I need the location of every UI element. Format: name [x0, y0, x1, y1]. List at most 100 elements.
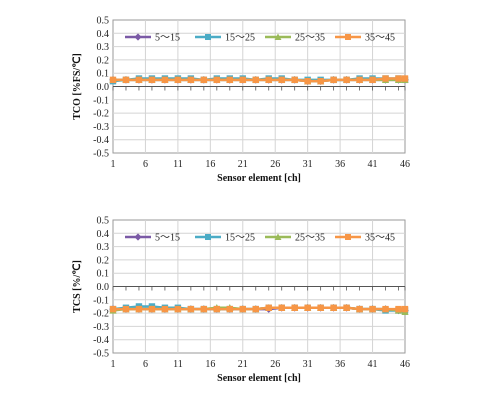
legend-label: 35～45 [365, 33, 395, 44]
series-4-point [317, 304, 324, 311]
legend-swatch-marker [345, 234, 351, 240]
legend-swatch-marker [134, 233, 142, 241]
x-tick-label: 41 [368, 159, 378, 170]
x-tick-label: 26 [270, 159, 280, 170]
x-tick-label: 46 [400, 359, 410, 370]
legend-label: 15～25 [225, 33, 255, 44]
series-4-point [401, 75, 409, 82]
series-4-point [161, 305, 169, 313]
series-4-point [135, 76, 143, 84]
series-4-point [200, 305, 208, 313]
series-4-point [382, 305, 389, 313]
series-4-point [343, 76, 350, 84]
series-4-point [356, 76, 363, 84]
y-tick-label: -0.1 [93, 295, 109, 306]
y-tick-label: -0.2 [93, 309, 109, 320]
series-4-point [148, 76, 156, 84]
series-4-point [317, 77, 324, 85]
series-4-point [330, 76, 337, 84]
series-4-point [135, 305, 143, 313]
legend-label: 25～35 [295, 233, 325, 244]
x-tick-label: 6 [143, 359, 148, 370]
y-tick-label: 0.5 [97, 216, 110, 227]
series-4-point [213, 305, 221, 313]
x-tick-label: 26 [270, 359, 280, 370]
series-4-point [239, 76, 246, 84]
series-4-point [187, 305, 195, 313]
x-tick-label: 36 [335, 359, 345, 370]
series-4-point [226, 76, 233, 84]
x-tick-label: 1 [111, 359, 116, 370]
series-4-point [122, 305, 130, 313]
y-tick-label: 0.0 [97, 82, 110, 93]
legend-label: 5～15 [155, 33, 180, 44]
series-4-point [226, 305, 233, 313]
legend-swatch-marker [274, 33, 282, 40]
x-tick-label: 31 [303, 359, 313, 370]
series-4-point [109, 305, 117, 313]
x-tick-label: 31 [303, 159, 313, 170]
x-tick-label: 6 [143, 159, 148, 170]
x-tick-label: 11 [173, 359, 183, 370]
y-axis-title: TCO [%FS/℃] [72, 53, 83, 120]
x-tick-label: 1 [111, 159, 116, 170]
y-tick-label: -0.3 [93, 322, 109, 333]
y-tick-label: 0.3 [97, 42, 110, 53]
y-tick-label: -0.3 [93, 122, 109, 133]
series-4-point [252, 305, 259, 313]
x-tick-label: 46 [400, 159, 410, 170]
series-4-point [239, 305, 246, 313]
series-4-point [187, 76, 195, 84]
series-4-point [174, 76, 182, 84]
y-tick-label: -0.2 [93, 109, 109, 120]
series-4-point [291, 304, 298, 311]
y-tick-label: 0.3 [97, 242, 110, 253]
series-4-point [291, 76, 298, 84]
series-4-point [382, 75, 389, 82]
series-4-point [330, 304, 337, 311]
y-tick-label: 0.2 [97, 55, 110, 66]
x-tick-label: 16 [205, 359, 215, 370]
y-tick-label: 0.1 [97, 69, 110, 80]
y-axis-title: TCS [%/℃] [72, 260, 83, 313]
x-tick-label: 41 [368, 359, 378, 370]
y-tick-label: 0.1 [97, 269, 110, 280]
series-4-point [369, 305, 376, 313]
x-tick-label: 11 [173, 159, 183, 170]
tco-chart: 0.50.40.30.20.10.0-0.1-0.2-0.3-0.4-0.51 6… [72, 16, 410, 185]
series-4-point [343, 304, 350, 311]
legend-swatch-marker [205, 234, 211, 240]
series-4-point [356, 305, 363, 313]
series-4-point [369, 76, 376, 84]
series-4-point [213, 76, 221, 84]
x-tick-label: 36 [335, 159, 345, 170]
x-axis-title: Sensor element [ch] [217, 373, 301, 384]
legend-label: 15～25 [225, 233, 255, 244]
series-4-point [161, 76, 169, 84]
y-tick-label: 0.4 [97, 29, 110, 40]
x-axis-title: Sensor element [ch] [217, 173, 301, 184]
y-tick-label: -0.5 [93, 149, 109, 160]
legend-label: 25～35 [295, 33, 325, 44]
series-4-point [252, 76, 259, 84]
legend-label: 35～45 [365, 233, 395, 244]
tcs-chart: 0.50.40.30.20.10.0-0.1-0.2-0.3-0.4-0.51 6… [72, 216, 410, 385]
y-tick-label: -0.5 [93, 349, 109, 360]
series-4-point [278, 76, 285, 84]
series-4-point [200, 76, 208, 84]
legend-swatch-marker [345, 34, 351, 40]
x-tick-label: 21 [238, 359, 248, 370]
series-4-point [401, 305, 409, 313]
y-tick-label: 0.2 [97, 255, 110, 266]
y-tick-label: 0.5 [97, 16, 110, 27]
y-tick-label: -0.4 [93, 135, 109, 146]
y-tick-label: -0.4 [93, 335, 109, 346]
y-tick-label: 0.0 [97, 282, 110, 293]
series-4-point [304, 304, 311, 311]
legend-label: 5～15 [155, 233, 180, 244]
legend-swatch-marker [205, 34, 211, 40]
series-4-point [109, 76, 117, 84]
series-4-point [395, 75, 402, 82]
series-4-point [148, 305, 156, 313]
